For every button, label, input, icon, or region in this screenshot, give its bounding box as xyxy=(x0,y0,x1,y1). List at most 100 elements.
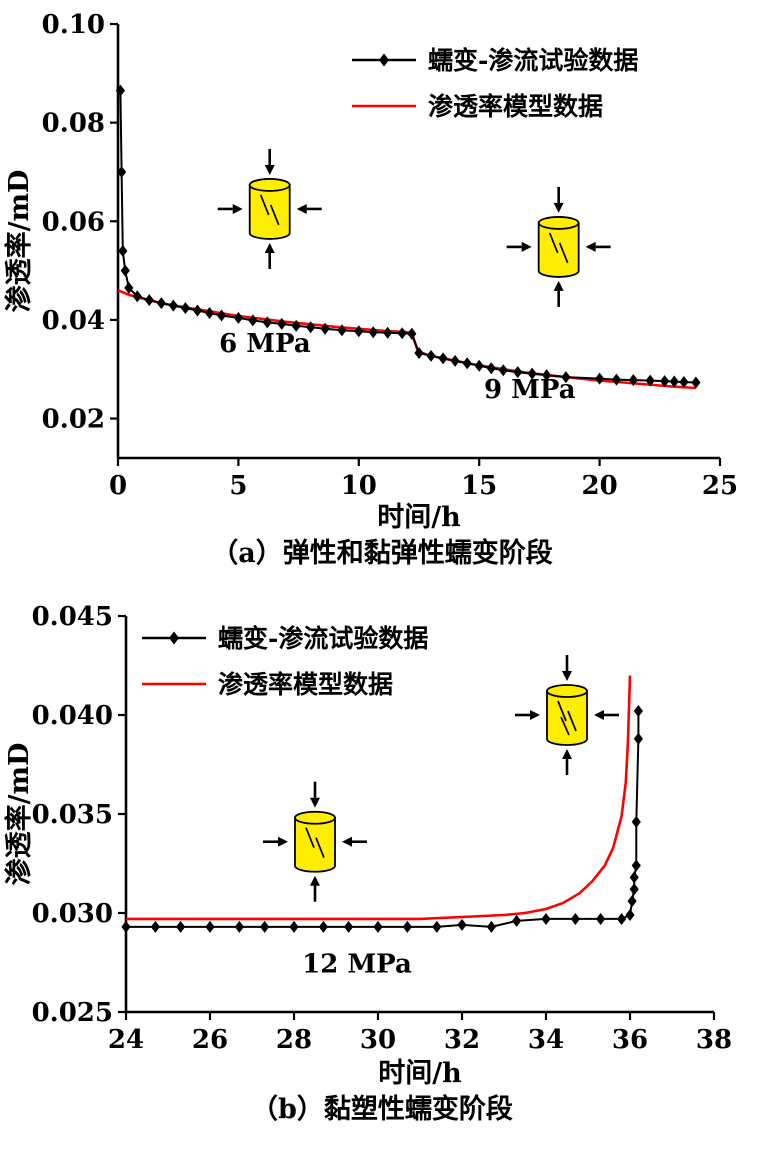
rock-specimen-icon xyxy=(217,148,322,269)
diamond-marker xyxy=(631,815,641,828)
load-arrowhead-icon xyxy=(342,836,352,847)
diamond-marker xyxy=(337,324,347,337)
chart-a-block: 0 5 10 15 20 25 0.02 0.04 0.06 0.08 0.10 时间/h 渗透率/mD… xyxy=(0,4,764,576)
diamond-marker xyxy=(260,920,270,933)
y-tick-label: 0.06 xyxy=(42,207,105,237)
crack-line xyxy=(560,716,570,736)
diamond-marker xyxy=(156,297,166,310)
diamond-marker xyxy=(248,314,258,327)
legend-diamond-marker xyxy=(379,53,389,67)
diamond-marker xyxy=(462,357,472,370)
figure: 0 5 10 15 20 25 0.02 0.04 0.06 0.08 0.10 时间/h 渗透率/mD… xyxy=(0,4,764,1125)
diamond-marker xyxy=(407,327,417,340)
x-tick-label: 34 xyxy=(528,1025,564,1055)
load-arrowhead-icon xyxy=(553,202,564,213)
diamond-marker xyxy=(486,920,496,933)
crack-line xyxy=(315,837,325,859)
pressure-annotation: 6 MPa xyxy=(219,329,311,359)
x-tick-label: 0 xyxy=(109,471,127,501)
y-tick-label: 0.02 xyxy=(42,405,105,435)
diamond-marker xyxy=(611,373,622,386)
rock-specimen-icon xyxy=(263,781,367,902)
diamond-marker xyxy=(344,920,354,933)
diamond-marker xyxy=(561,371,571,384)
diamond-marker xyxy=(124,281,134,294)
x-tick-label: 15 xyxy=(461,471,497,501)
diamond-marker xyxy=(625,908,635,921)
legend-label: 蠕变-渗流试验数据 xyxy=(428,46,638,75)
diamond-marker xyxy=(627,895,637,908)
diamond-marker xyxy=(633,732,643,745)
specimen-top xyxy=(537,216,580,230)
diamond-marker xyxy=(176,920,186,933)
diamond-marker xyxy=(513,366,523,379)
legend-label: 渗透率模型数据 xyxy=(428,92,603,121)
diamond-marker xyxy=(216,309,227,322)
x-axis-title: 时间/h xyxy=(377,502,461,533)
experiment-series xyxy=(121,705,643,933)
model-series-line xyxy=(117,289,696,390)
chart-b-plot: 24 26 28 30 32 34 36 38 0.025 0.030 0.035 0.040 0.04… xyxy=(3,602,733,1089)
load-arrowhead-icon xyxy=(530,710,540,720)
diamond-marker xyxy=(132,290,142,303)
x-tick-label: 38 xyxy=(696,1025,732,1055)
load-arrowhead-icon xyxy=(562,671,572,681)
load-arrowhead-icon xyxy=(521,241,532,252)
diamond-marker xyxy=(541,912,551,925)
x-tick-label: 24 xyxy=(108,1025,144,1055)
crack-line xyxy=(305,827,315,849)
diamond-marker xyxy=(691,376,701,389)
y-tick-label: 0.040 xyxy=(32,701,113,731)
diamond-marker xyxy=(629,883,639,896)
specimen-body xyxy=(248,184,291,240)
experiment-series xyxy=(115,84,701,389)
diamond-marker xyxy=(542,369,552,382)
diamond-marker xyxy=(438,352,448,365)
x-tick-label: 10 xyxy=(341,471,377,501)
diamond-marker xyxy=(291,319,301,332)
y-tick-label: 0.04 xyxy=(42,306,105,336)
crack-line xyxy=(557,700,567,722)
diamond-marker xyxy=(595,372,605,385)
load-arrowhead-icon xyxy=(553,280,564,291)
y-tick-label: 0.045 xyxy=(32,602,113,632)
diamond-marker xyxy=(426,349,436,362)
legend-label: 渗透率模型数据 xyxy=(218,670,393,699)
diamond-marker xyxy=(233,311,243,324)
pressure-annotation: 9 MPa xyxy=(484,375,576,405)
diamond-marker xyxy=(414,346,424,359)
axes: 24 26 28 30 32 34 36 38 0.025 0.030 0.035 0.040 0.04… xyxy=(32,602,733,1055)
crack-line xyxy=(259,194,270,216)
diamond-marker xyxy=(150,920,160,933)
diamond-marker xyxy=(570,912,580,925)
crack-line xyxy=(558,242,569,264)
diamond-marker xyxy=(645,374,655,387)
diamond-marker xyxy=(527,367,537,380)
diamond-marker xyxy=(629,871,639,884)
diamond-marker xyxy=(660,375,670,388)
diamond-marker xyxy=(289,920,299,933)
diamond-marker xyxy=(192,304,203,317)
diamond-marker xyxy=(120,264,130,277)
specimen-top xyxy=(248,178,291,192)
load-arrowhead-icon xyxy=(562,749,572,759)
chart-a-caption: （a）弹性和黏弹性蠕变阶段 xyxy=(211,538,553,569)
diamond-marker xyxy=(205,920,215,933)
y-tick-label: 0.08 xyxy=(42,109,105,139)
diamond-marker xyxy=(617,912,627,925)
x-tick-label: 20 xyxy=(582,471,618,501)
x-tick-label: 36 xyxy=(612,1025,648,1055)
x-axis-title: 时间/h xyxy=(378,1058,462,1089)
diamond-marker xyxy=(486,362,496,375)
load-arrowhead-icon xyxy=(585,241,596,252)
model-series-line xyxy=(126,675,632,921)
specimen-top xyxy=(294,810,336,825)
diamond-marker xyxy=(450,354,460,367)
x-tick-label: 32 xyxy=(444,1025,480,1055)
y-axis-title: 渗透率/mD xyxy=(3,170,35,313)
load-arrowhead-icon xyxy=(264,242,275,253)
rock-specimen-icon xyxy=(515,655,619,775)
load-arrowhead-icon xyxy=(310,797,320,808)
specimen-body xyxy=(546,690,588,746)
